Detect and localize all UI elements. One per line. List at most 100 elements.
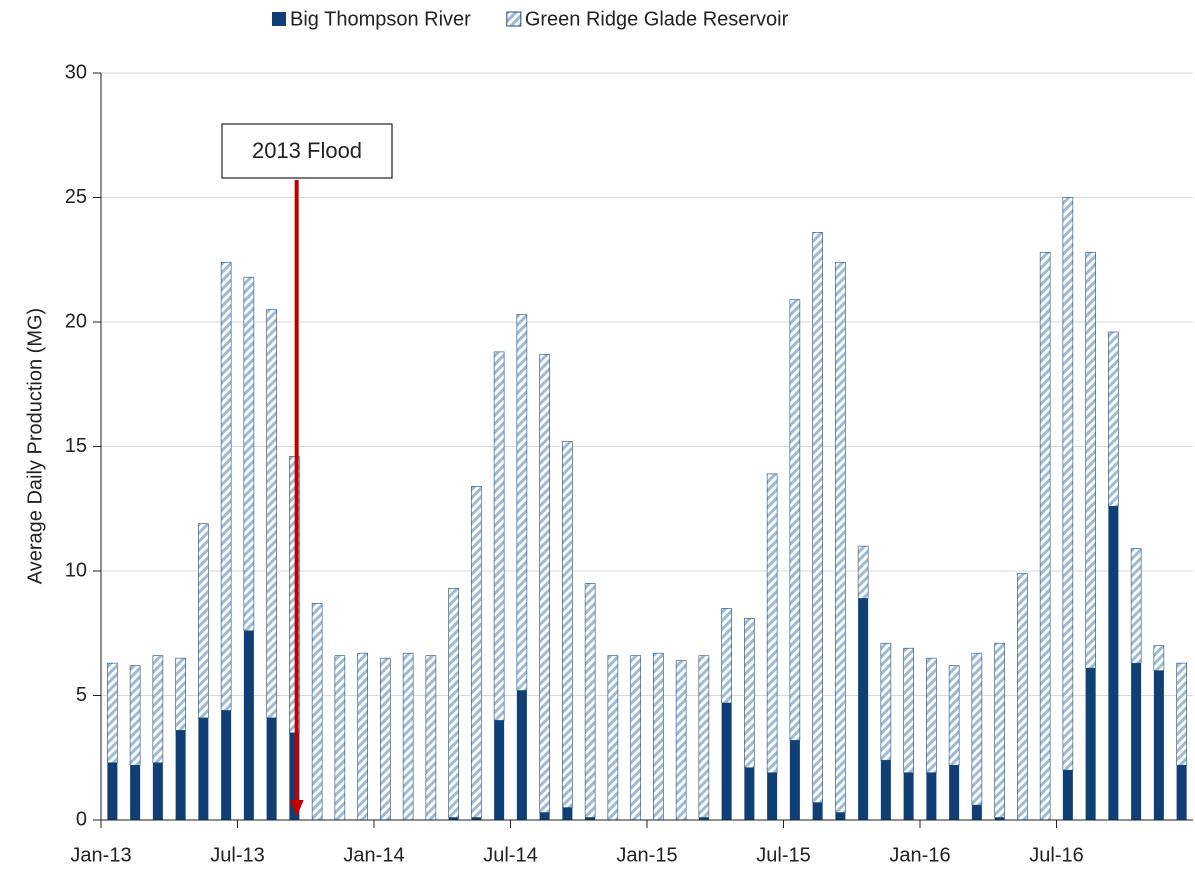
y-tick-label: 10 — [65, 559, 87, 581]
bar-segment — [880, 642, 892, 761]
bar-segment — [1131, 663, 1142, 820]
bar-segment — [493, 351, 505, 721]
bar-segment — [380, 657, 391, 821]
annotation-box — [221, 123, 393, 179]
bar-segment — [539, 354, 550, 813]
bar-segment — [789, 740, 800, 820]
bar-segment — [744, 618, 755, 769]
bar-segment — [698, 655, 710, 818]
bar-segment — [266, 717, 277, 820]
bar-segment — [1108, 506, 1119, 820]
bar-segment — [994, 817, 1005, 820]
legend-swatch — [506, 11, 522, 27]
bar-segment — [357, 652, 368, 821]
bar-segment — [221, 710, 232, 820]
bar-segment — [448, 588, 459, 818]
bar-segment — [858, 598, 869, 820]
bar-segment — [1017, 573, 1028, 821]
bar-segment — [516, 690, 527, 820]
x-tick-label: Jan-14 — [343, 844, 404, 866]
bar-segment — [175, 657, 186, 731]
y-axis-label: Average Daily Production (MG) — [24, 308, 46, 584]
x-tick-label: Jul-16 — [1029, 844, 1083, 866]
bar-segment — [607, 655, 619, 821]
bar-segment — [448, 817, 459, 820]
bar-segment — [949, 765, 960, 820]
bar-segment — [812, 802, 823, 820]
bar-segment — [198, 523, 209, 719]
x-tick-label: Jan-15 — [616, 844, 677, 866]
bar-segment — [562, 807, 573, 820]
bar-segment — [539, 812, 550, 820]
bar-segment — [1153, 670, 1164, 820]
bar-segment — [562, 441, 573, 808]
bar-segment — [107, 762, 118, 820]
bar-segment — [1062, 197, 1074, 771]
bar-segment — [1153, 645, 1165, 671]
bar-segment — [198, 717, 209, 820]
y-tick-label: 15 — [65, 435, 87, 457]
bar-segment — [971, 805, 982, 820]
y-tick-label: 0 — [76, 808, 87, 830]
bar-segment — [289, 732, 300, 820]
bar-segment — [1062, 770, 1073, 820]
bar-segment — [698, 817, 709, 820]
bar-segment — [585, 817, 596, 820]
bar-segment — [1085, 668, 1096, 820]
bar-segment — [516, 314, 528, 691]
bar-segment — [311, 603, 323, 821]
bar-segment — [130, 765, 141, 820]
bar-segment — [630, 655, 641, 821]
x-tick-label: Jan-16 — [889, 844, 950, 866]
bar-segment — [334, 655, 346, 821]
bar-segment — [175, 730, 186, 820]
bar-segment — [266, 309, 277, 719]
bar-segment — [1130, 548, 1142, 664]
bar-segment — [129, 665, 141, 766]
y-tick-label: 30 — [65, 61, 87, 83]
x-tick-label: Jan-13 — [70, 844, 131, 866]
bar-segment — [243, 630, 254, 820]
y-tick-label: 20 — [65, 310, 87, 332]
bar-segment — [471, 817, 482, 820]
bar-segment — [766, 473, 778, 773]
bar-segment — [425, 655, 437, 821]
bar-segment — [471, 486, 482, 818]
bar-segment — [584, 583, 596, 818]
y-tick-label: 5 — [76, 684, 87, 706]
bar-segment — [857, 545, 869, 599]
bar-segment — [903, 647, 914, 773]
legend-label: Big Thompson River — [290, 8, 471, 30]
bar-segment — [994, 642, 1005, 818]
annotation-arrowhead — [289, 800, 304, 817]
bar-segment — [1108, 331, 1119, 507]
bar-segment — [1085, 251, 1096, 669]
bar-segment — [1176, 662, 1187, 766]
bar-segment — [1176, 765, 1187, 820]
bar-segment — [971, 652, 983, 806]
bar-segment — [835, 812, 846, 820]
legend-label: Green Ridge Glade Reservoir — [525, 8, 789, 30]
bar-segment — [675, 660, 687, 821]
bar-segment — [721, 702, 732, 820]
bar-segment — [152, 655, 164, 764]
bar-segment — [653, 652, 664, 821]
bar-segment — [721, 608, 732, 704]
bar-segment — [903, 772, 914, 820]
bar-segment — [220, 261, 232, 711]
bar-segment — [926, 657, 937, 773]
bar-segment — [835, 261, 846, 813]
x-tick-label: Jul-15 — [756, 844, 810, 866]
y-tick-label: 25 — [65, 186, 87, 208]
legend-swatch — [272, 12, 286, 26]
bar-segment — [402, 652, 414, 821]
bar-segment — [744, 767, 755, 820]
bar-segment — [289, 456, 300, 734]
bar-segment — [152, 762, 163, 820]
x-tick-label: Jul-14 — [483, 844, 537, 866]
bar-segment — [107, 662, 118, 764]
x-tick-label: Jul-13 — [210, 844, 264, 866]
bar-segment — [880, 760, 891, 820]
